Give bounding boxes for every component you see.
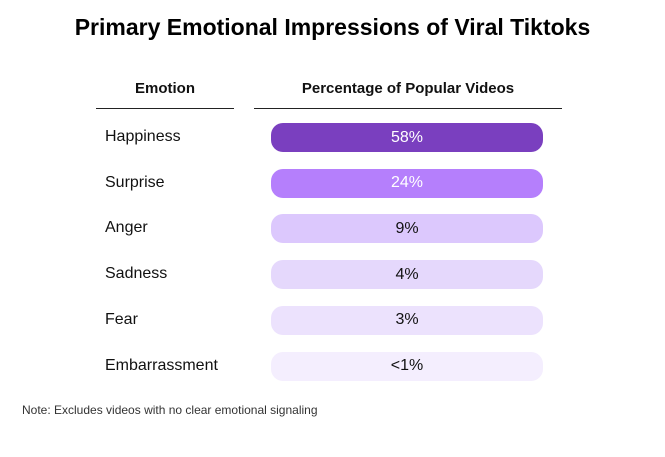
emotion-label: Fear (105, 310, 138, 328)
table-row: Sadness 4% (0, 260, 665, 290)
column-header-percentage: Percentage of Popular Videos (301, 80, 515, 97)
percentage-bar: 24% (271, 168, 543, 198)
percentage-bar: 3% (271, 305, 543, 335)
footnote: Note: Excludes videos with no clear emot… (22, 403, 318, 417)
emotion-label: Embarrassment (105, 356, 218, 374)
column-header-emotion: Emotion (135, 80, 195, 97)
percentage-bar: 58% (271, 123, 543, 152)
emotion-label: Happiness (105, 128, 181, 145)
table-row: Embarrassment <1% (0, 351, 665, 382)
percentage-value: 3% (395, 311, 419, 329)
percentage-bar: 9% (271, 214, 543, 244)
percentage-value: <1% (390, 357, 424, 374)
table-row: Happiness 58% (0, 123, 665, 153)
percentage-value: 24% (390, 174, 424, 192)
emotion-label: Anger (105, 219, 148, 237)
header-divider-percentage (254, 108, 562, 109)
percentage-bar: <1% (271, 351, 543, 381)
table-row: Surprise 24% (0, 168, 665, 199)
table-row: Fear 3% (0, 305, 665, 336)
percentage-value: 58% (390, 128, 424, 146)
percentage-bar: 4% (271, 260, 543, 290)
percentage-value: 4% (395, 265, 419, 283)
emotion-label: Surprise (105, 173, 165, 191)
percentage-value: 9% (395, 219, 419, 237)
table-row: Anger 9% (0, 214, 665, 244)
chart-title: Primary Emotional Impressions of Viral T… (74, 14, 591, 40)
emotion-label: Sadness (105, 265, 168, 283)
header-divider-emotion (96, 108, 234, 109)
